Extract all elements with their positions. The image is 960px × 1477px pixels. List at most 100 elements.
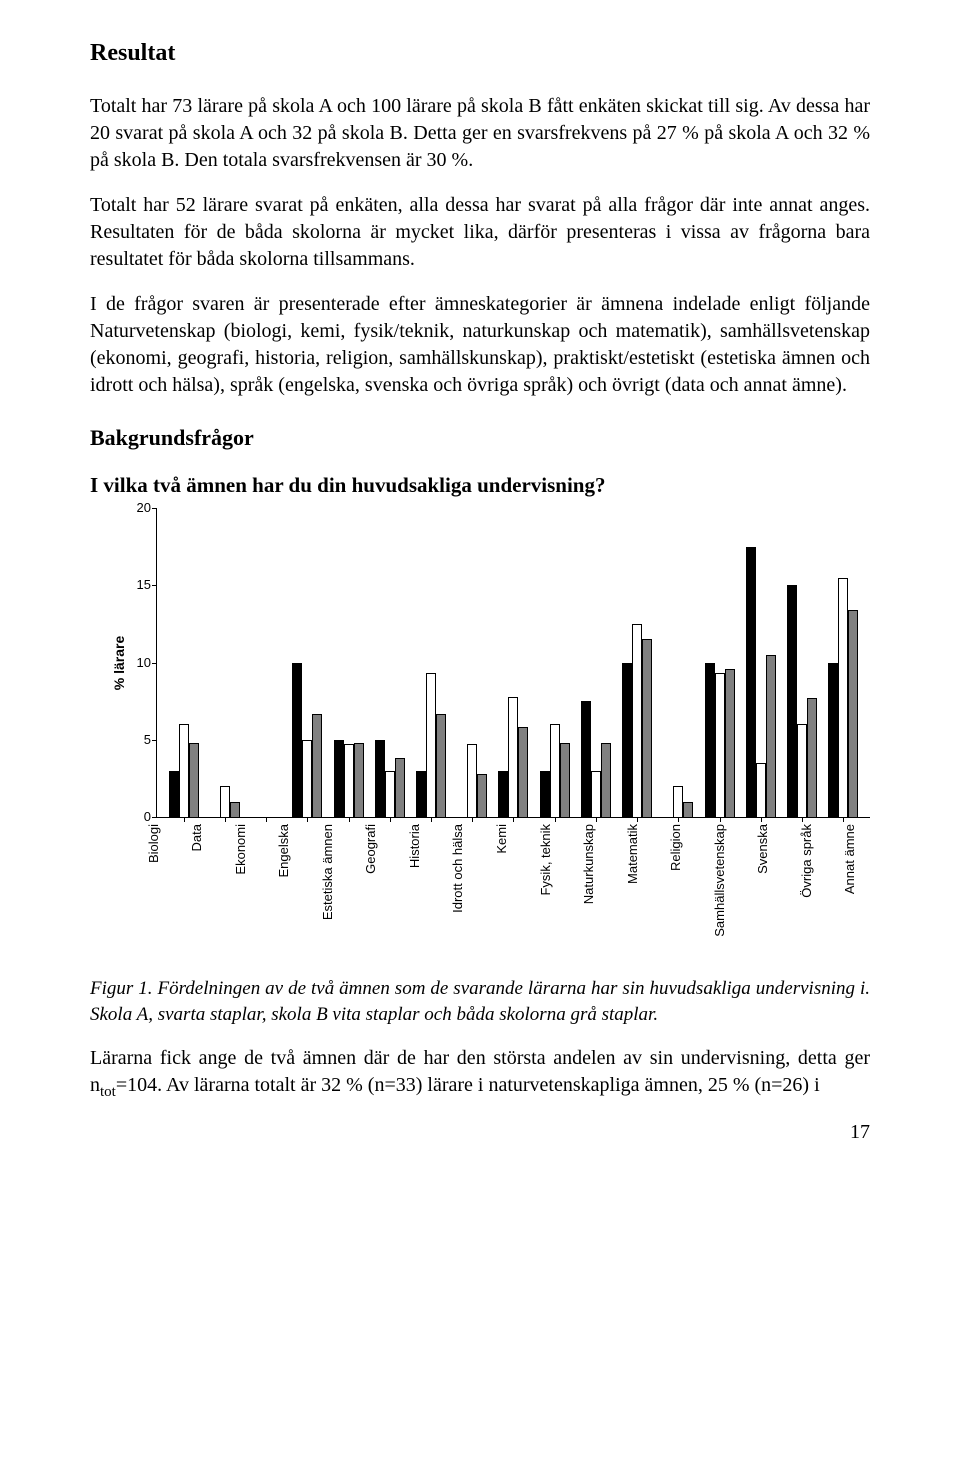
y-tick-label: 5 bbox=[129, 732, 151, 747]
x-label: Data bbox=[189, 824, 204, 851]
paragraph-4-post: =104. Av lärarna totalt är 32 % (n=33) l… bbox=[116, 1074, 820, 1096]
bar-group bbox=[740, 508, 781, 817]
bar bbox=[560, 743, 570, 817]
x-label-cell: Annat ämne bbox=[821, 818, 865, 958]
paragraph-4: Lärarna fick ange de två ämnen där de ha… bbox=[90, 1045, 870, 1102]
bar-group bbox=[658, 508, 699, 817]
x-label-cell: Naturkunskap bbox=[559, 818, 603, 958]
bar bbox=[292, 663, 302, 818]
bar-group bbox=[493, 508, 534, 817]
x-label-cell: Biologi bbox=[124, 818, 168, 958]
bar bbox=[756, 763, 766, 817]
x-label-cell: Historia bbox=[385, 818, 429, 958]
y-tick-label: 15 bbox=[129, 577, 151, 592]
bar-group bbox=[699, 508, 740, 817]
bar bbox=[508, 697, 518, 818]
bar bbox=[498, 771, 508, 817]
bar bbox=[591, 771, 601, 817]
x-label-cell: Geografi bbox=[342, 818, 386, 958]
bar bbox=[838, 578, 848, 817]
paragraph-4-sub: tot bbox=[100, 1084, 116, 1100]
bar-group bbox=[617, 508, 658, 817]
x-label: Biologi bbox=[146, 824, 161, 863]
x-label: Engelska bbox=[276, 824, 291, 877]
bar bbox=[828, 663, 838, 818]
bar-group bbox=[534, 508, 575, 817]
bar bbox=[312, 714, 322, 818]
bar-group bbox=[452, 508, 493, 817]
x-label-cell: Religion bbox=[646, 818, 690, 958]
paragraph-2: Totalt har 52 lärare svarat på enkäten, … bbox=[90, 192, 870, 273]
bar bbox=[169, 771, 179, 817]
paragraph-1: Totalt har 73 lärare på skola A och 100 … bbox=[90, 93, 870, 174]
bar-group bbox=[782, 508, 823, 817]
bar bbox=[302, 740, 312, 817]
bar bbox=[375, 740, 385, 817]
bar bbox=[622, 663, 632, 818]
bar-group bbox=[575, 508, 616, 817]
y-tick-mark bbox=[152, 585, 157, 586]
bar bbox=[715, 673, 725, 817]
y-tick-mark bbox=[152, 740, 157, 741]
bar bbox=[334, 740, 344, 817]
bar bbox=[581, 701, 591, 817]
x-label: Religion bbox=[668, 824, 683, 871]
x-label: Övriga språk bbox=[799, 824, 814, 898]
bar bbox=[746, 547, 756, 817]
section-heading-bakgrundsfragor: Bakgrundsfrågor bbox=[90, 425, 870, 451]
bar bbox=[766, 655, 776, 817]
bar bbox=[477, 774, 487, 817]
y-axis-label: % lärare bbox=[111, 636, 127, 690]
bar bbox=[220, 786, 230, 817]
x-label: Matematik bbox=[625, 824, 640, 884]
y-tick-label: 20 bbox=[129, 500, 151, 515]
x-label: Naturkunskap bbox=[581, 824, 596, 904]
bar bbox=[344, 744, 354, 817]
bar bbox=[467, 744, 477, 817]
bar-group bbox=[369, 508, 410, 817]
bar-group bbox=[245, 508, 286, 817]
x-label: Kemi bbox=[494, 824, 509, 854]
x-label: Estetiska ämnen bbox=[320, 824, 335, 920]
y-tick-label: 10 bbox=[129, 655, 151, 670]
y-tick-mark bbox=[152, 508, 157, 509]
bar-chart: % lärare 05101520 BiologiDataEkonomiEnge… bbox=[90, 508, 870, 958]
bar-group bbox=[287, 508, 328, 817]
y-tick-mark bbox=[152, 663, 157, 664]
bar bbox=[354, 743, 364, 817]
bar-group bbox=[823, 508, 864, 817]
figure-number: Figur 1. bbox=[90, 978, 153, 999]
x-label: Historia bbox=[407, 824, 422, 868]
bar-group bbox=[163, 508, 204, 817]
bar bbox=[673, 786, 683, 817]
bar-group bbox=[410, 508, 451, 817]
bar bbox=[807, 698, 817, 817]
x-label-cell: Fysik, teknik bbox=[516, 818, 560, 958]
x-label: Idrott och hälsa bbox=[450, 824, 465, 913]
x-label-cell: Ekonomi bbox=[211, 818, 255, 958]
bar bbox=[230, 802, 240, 817]
bar bbox=[601, 743, 611, 817]
figure-caption: Figur 1. Fördelningen av de två ämnen so… bbox=[90, 976, 870, 1027]
figure-caption-text: Fördelningen av de två ämnen som de svar… bbox=[90, 978, 870, 1025]
bar bbox=[518, 727, 528, 817]
bar bbox=[416, 771, 426, 817]
bar bbox=[550, 724, 560, 817]
bar bbox=[683, 802, 693, 817]
bar bbox=[705, 663, 715, 818]
bar bbox=[179, 724, 189, 817]
x-label: Geografi bbox=[363, 824, 378, 874]
bar bbox=[848, 610, 858, 817]
x-label-cell: Data bbox=[168, 818, 212, 958]
bar bbox=[797, 724, 807, 817]
bar-group bbox=[204, 508, 245, 817]
bar bbox=[395, 758, 405, 817]
x-label-cell: Engelska bbox=[255, 818, 299, 958]
bar bbox=[436, 714, 446, 818]
x-label-cell: Samhällsvetenskap bbox=[690, 818, 734, 958]
x-label-cell: Estetiska ämnen bbox=[298, 818, 342, 958]
bar bbox=[385, 771, 395, 817]
bar bbox=[426, 673, 436, 817]
x-label-cell: Kemi bbox=[472, 818, 516, 958]
page-title: Resultat bbox=[90, 40, 870, 67]
